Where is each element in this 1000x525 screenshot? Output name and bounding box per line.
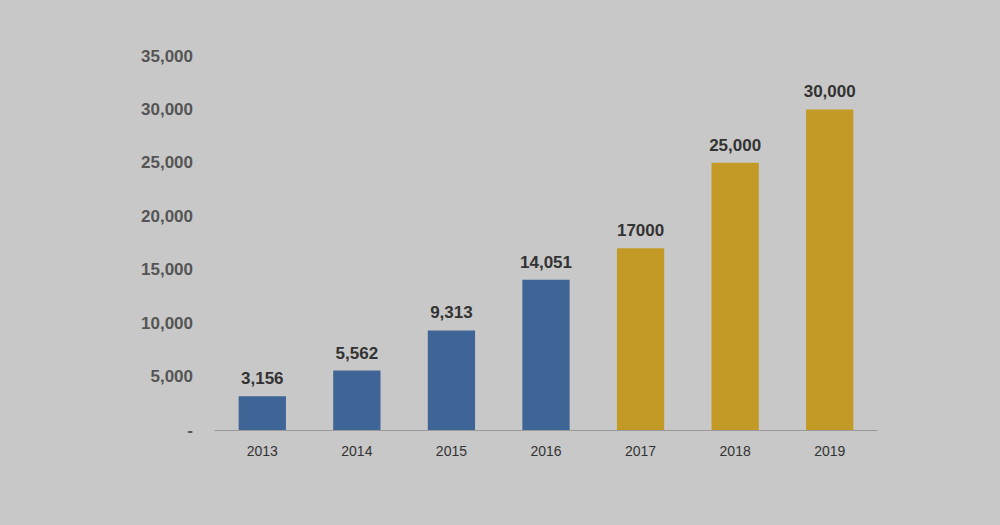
svg-text:5,562: 5,562 — [336, 344, 379, 363]
svg-text:2019: 2019 — [814, 443, 845, 459]
svg-text:2016: 2016 — [530, 443, 561, 459]
svg-text:3,156: 3,156 — [241, 369, 284, 388]
svg-text:10,000: 10,000 — [141, 314, 193, 333]
svg-text:-: - — [187, 421, 193, 440]
svg-text:30,000: 30,000 — [804, 82, 856, 101]
svg-text:20,000: 20,000 — [141, 207, 193, 226]
svg-text:2017: 2017 — [625, 443, 656, 459]
svg-text:15,000: 15,000 — [141, 260, 193, 279]
svg-text:5,000: 5,000 — [150, 367, 193, 386]
svg-text:30,000: 30,000 — [141, 100, 193, 119]
svg-text:25,000: 25,000 — [709, 136, 761, 155]
svg-text:17000: 17000 — [617, 221, 664, 240]
svg-text:2015: 2015 — [436, 443, 467, 459]
svg-text:25,000: 25,000 — [141, 153, 193, 172]
svg-text:2014: 2014 — [341, 443, 372, 459]
svg-text:2013: 2013 — [247, 443, 278, 459]
svg-text:35,000: 35,000 — [141, 47, 193, 66]
svg-text:2018: 2018 — [720, 443, 751, 459]
svg-text:14,051: 14,051 — [520, 253, 572, 272]
svg-text:9,313: 9,313 — [430, 303, 473, 322]
